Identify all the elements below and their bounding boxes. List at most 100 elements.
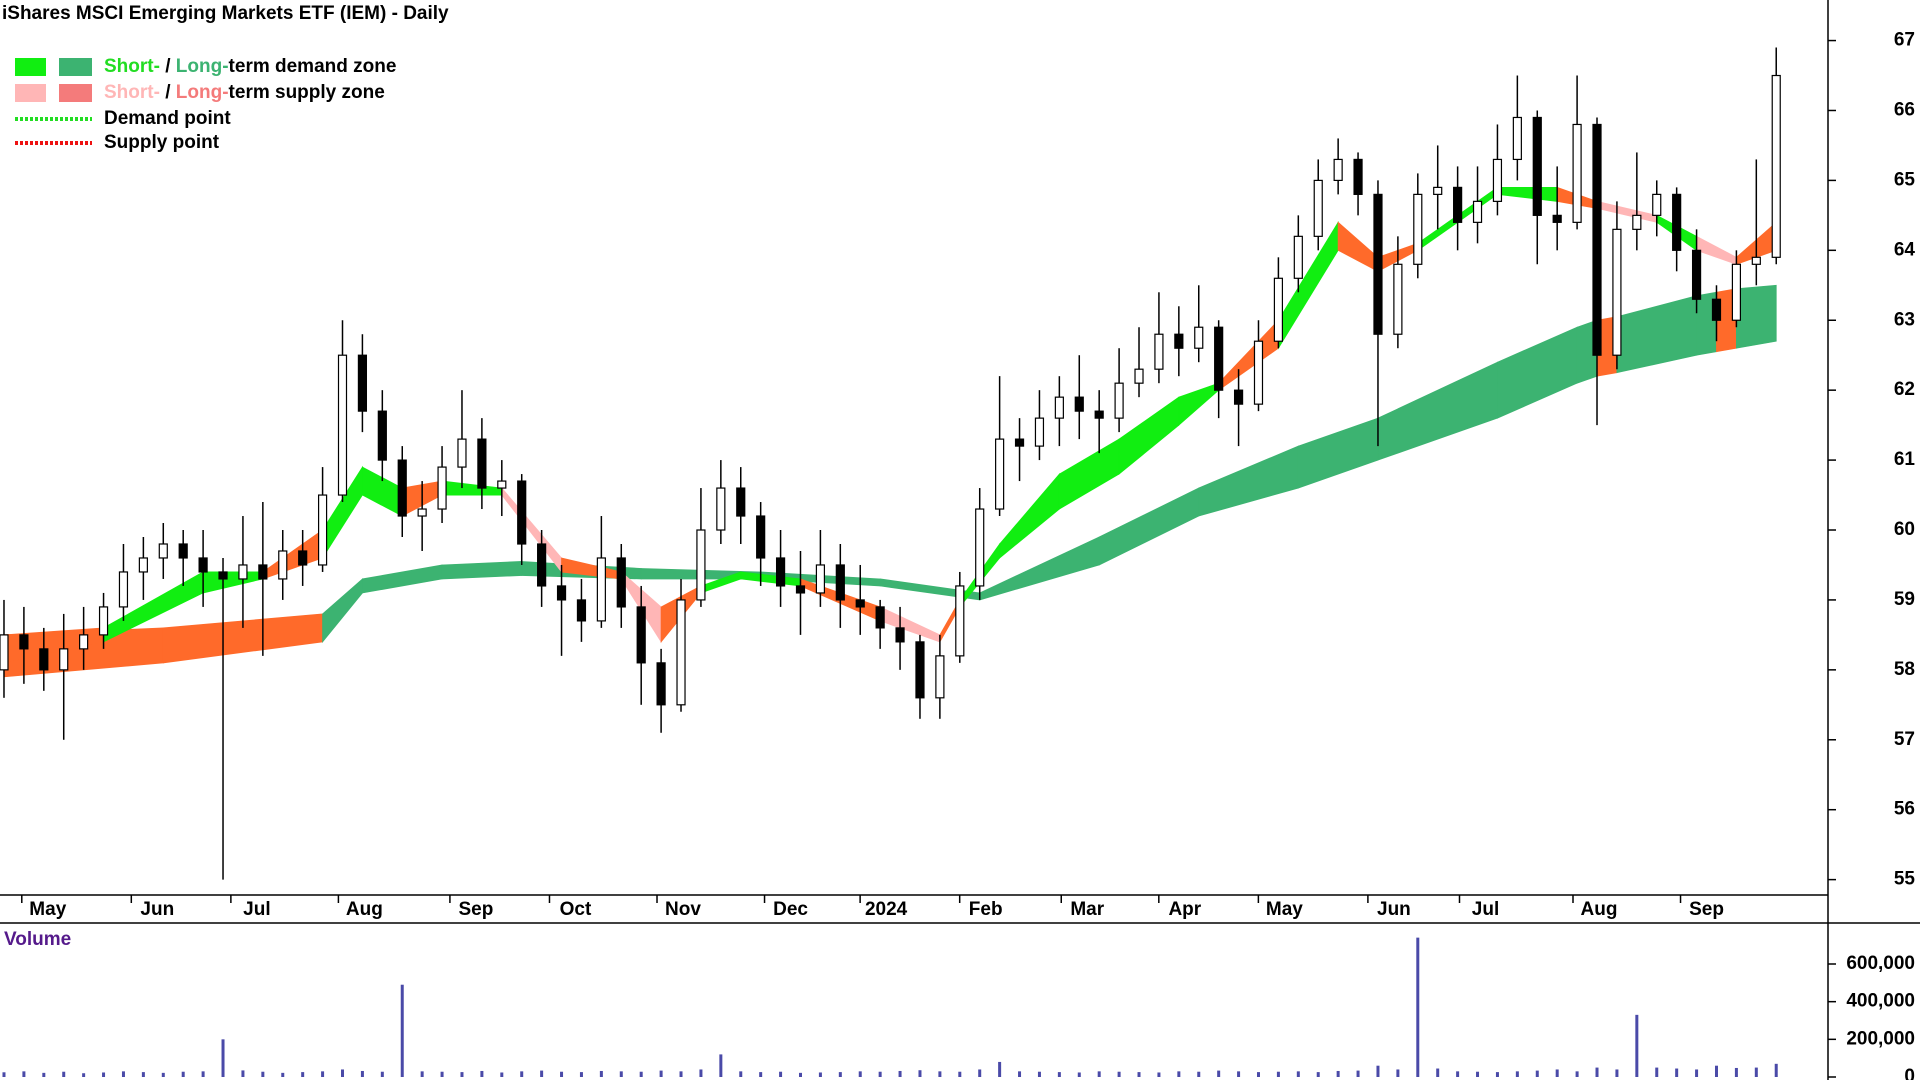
- candle-body: [1632, 214, 1642, 230]
- x-tick-label: Nov: [665, 899, 701, 920]
- volume-tick-label: 0: [1904, 1066, 1915, 1080]
- candle-body: [1134, 368, 1144, 384]
- candle-body: [218, 571, 228, 580]
- volume-bar: [400, 984, 404, 1077]
- candle-body: [337, 354, 348, 496]
- volume-bar: [1416, 937, 1420, 1077]
- legend-part: term demand zone: [229, 56, 397, 77]
- volume-bar: [1157, 1072, 1161, 1077]
- volume-tick-label: 400,000: [1846, 991, 1915, 1012]
- volume-bar: [1177, 1071, 1181, 1077]
- y-tick-label: 63: [1894, 309, 1915, 330]
- y-tick-label: 60: [1894, 519, 1915, 540]
- volume-bar: [858, 1071, 862, 1077]
- volume-tick-label: 600,000: [1846, 953, 1915, 974]
- candle-body: [1114, 382, 1124, 419]
- candle-body: [138, 557, 148, 573]
- y-tick-label: 67: [1894, 30, 1915, 51]
- candle-body: [1771, 74, 1781, 258]
- y-tick-label: 55: [1894, 869, 1916, 890]
- volume-bar: [480, 1070, 484, 1077]
- volume-bar: [1754, 1067, 1758, 1077]
- volume-bar: [1376, 1065, 1380, 1077]
- candle-body: [636, 606, 646, 664]
- candle-body: [397, 459, 407, 517]
- volume-bar: [1774, 1063, 1778, 1077]
- candle-body: [1214, 326, 1224, 391]
- volume-bar: [619, 1071, 623, 1077]
- candle-body: [775, 557, 786, 587]
- candle-body: [377, 410, 387, 461]
- volume-bar: [1137, 1072, 1141, 1077]
- y-tick-label: 59: [1894, 589, 1915, 610]
- candle-body: [576, 599, 587, 622]
- candle-body: [0, 634, 9, 671]
- candle-body: [616, 557, 626, 608]
- legend-part: Short-: [104, 56, 160, 77]
- volume-bar: [679, 1071, 683, 1077]
- volume-bar: [1057, 1072, 1061, 1077]
- volume-bar: [560, 1071, 564, 1077]
- volume-bar: [1714, 1065, 1718, 1077]
- legend-label: Short- / Long-term supply zone: [104, 82, 385, 103]
- candle-body: [1711, 298, 1722, 321]
- candle-body: [457, 438, 467, 468]
- volume-bar: [838, 1072, 842, 1077]
- candle-body: [59, 648, 69, 671]
- candle-body: [118, 571, 129, 608]
- candle-body: [1074, 396, 1084, 412]
- volume-bar: [1276, 1071, 1280, 1077]
- candle-body: [975, 508, 985, 587]
- candle-body: [198, 557, 208, 573]
- candle-body: [716, 487, 726, 531]
- legend-label: Supply point: [104, 132, 220, 153]
- zones: [3, 186, 1777, 678]
- volume-bar: [181, 1071, 185, 1077]
- candle-body: [497, 480, 507, 489]
- legend-part: /: [160, 56, 176, 77]
- x-tick-label: Apr: [1168, 899, 1201, 920]
- x-tick-label: Dec: [773, 899, 808, 920]
- volume-bar: [1695, 1069, 1699, 1077]
- candle-body: [1751, 256, 1761, 265]
- volume-bar: [221, 1039, 225, 1077]
- volume-bar: [1476, 1071, 1480, 1077]
- x-tick-label: Sep: [1689, 899, 1724, 920]
- candle-body: [298, 550, 308, 566]
- candle-body: [1313, 179, 1323, 237]
- x-tick-label: Jul: [243, 899, 270, 920]
- candle-body: [1413, 193, 1423, 265]
- volume-bar: [380, 1071, 384, 1077]
- candle-body: [895, 627, 905, 643]
- volume-bar: [759, 1072, 763, 1077]
- volume-bar: [1197, 1071, 1201, 1077]
- volume-bar: [579, 1072, 583, 1077]
- candle-body: [317, 494, 328, 566]
- x-tick-label: Jul: [1472, 899, 1499, 920]
- volume-bar: [121, 1071, 125, 1077]
- candle-body: [258, 564, 268, 580]
- legend-part: Long-: [176, 56, 229, 77]
- candle-body: [676, 599, 686, 706]
- volume-bar: [818, 1072, 822, 1077]
- candle-body: [98, 606, 109, 636]
- candle-body: [1094, 410, 1104, 419]
- legend-swatch: [15, 58, 46, 76]
- candle-body: [437, 466, 447, 510]
- candle-body: [656, 662, 666, 706]
- candle-body: [1532, 116, 1542, 216]
- volume-bar: [520, 1071, 524, 1077]
- candle-body: [1472, 200, 1483, 223]
- volume-bars: [2, 937, 1778, 1077]
- candle-body: [19, 634, 29, 650]
- legend-part: Short-: [104, 82, 160, 103]
- volume-bar: [1734, 1067, 1738, 1077]
- volume-bar: [998, 1061, 1002, 1077]
- candle-body: [477, 438, 487, 489]
- candle-body: [238, 564, 248, 580]
- x-tick-label: Jun: [140, 899, 174, 920]
- volume-bar: [779, 1071, 783, 1077]
- volume-bar: [719, 1054, 723, 1077]
